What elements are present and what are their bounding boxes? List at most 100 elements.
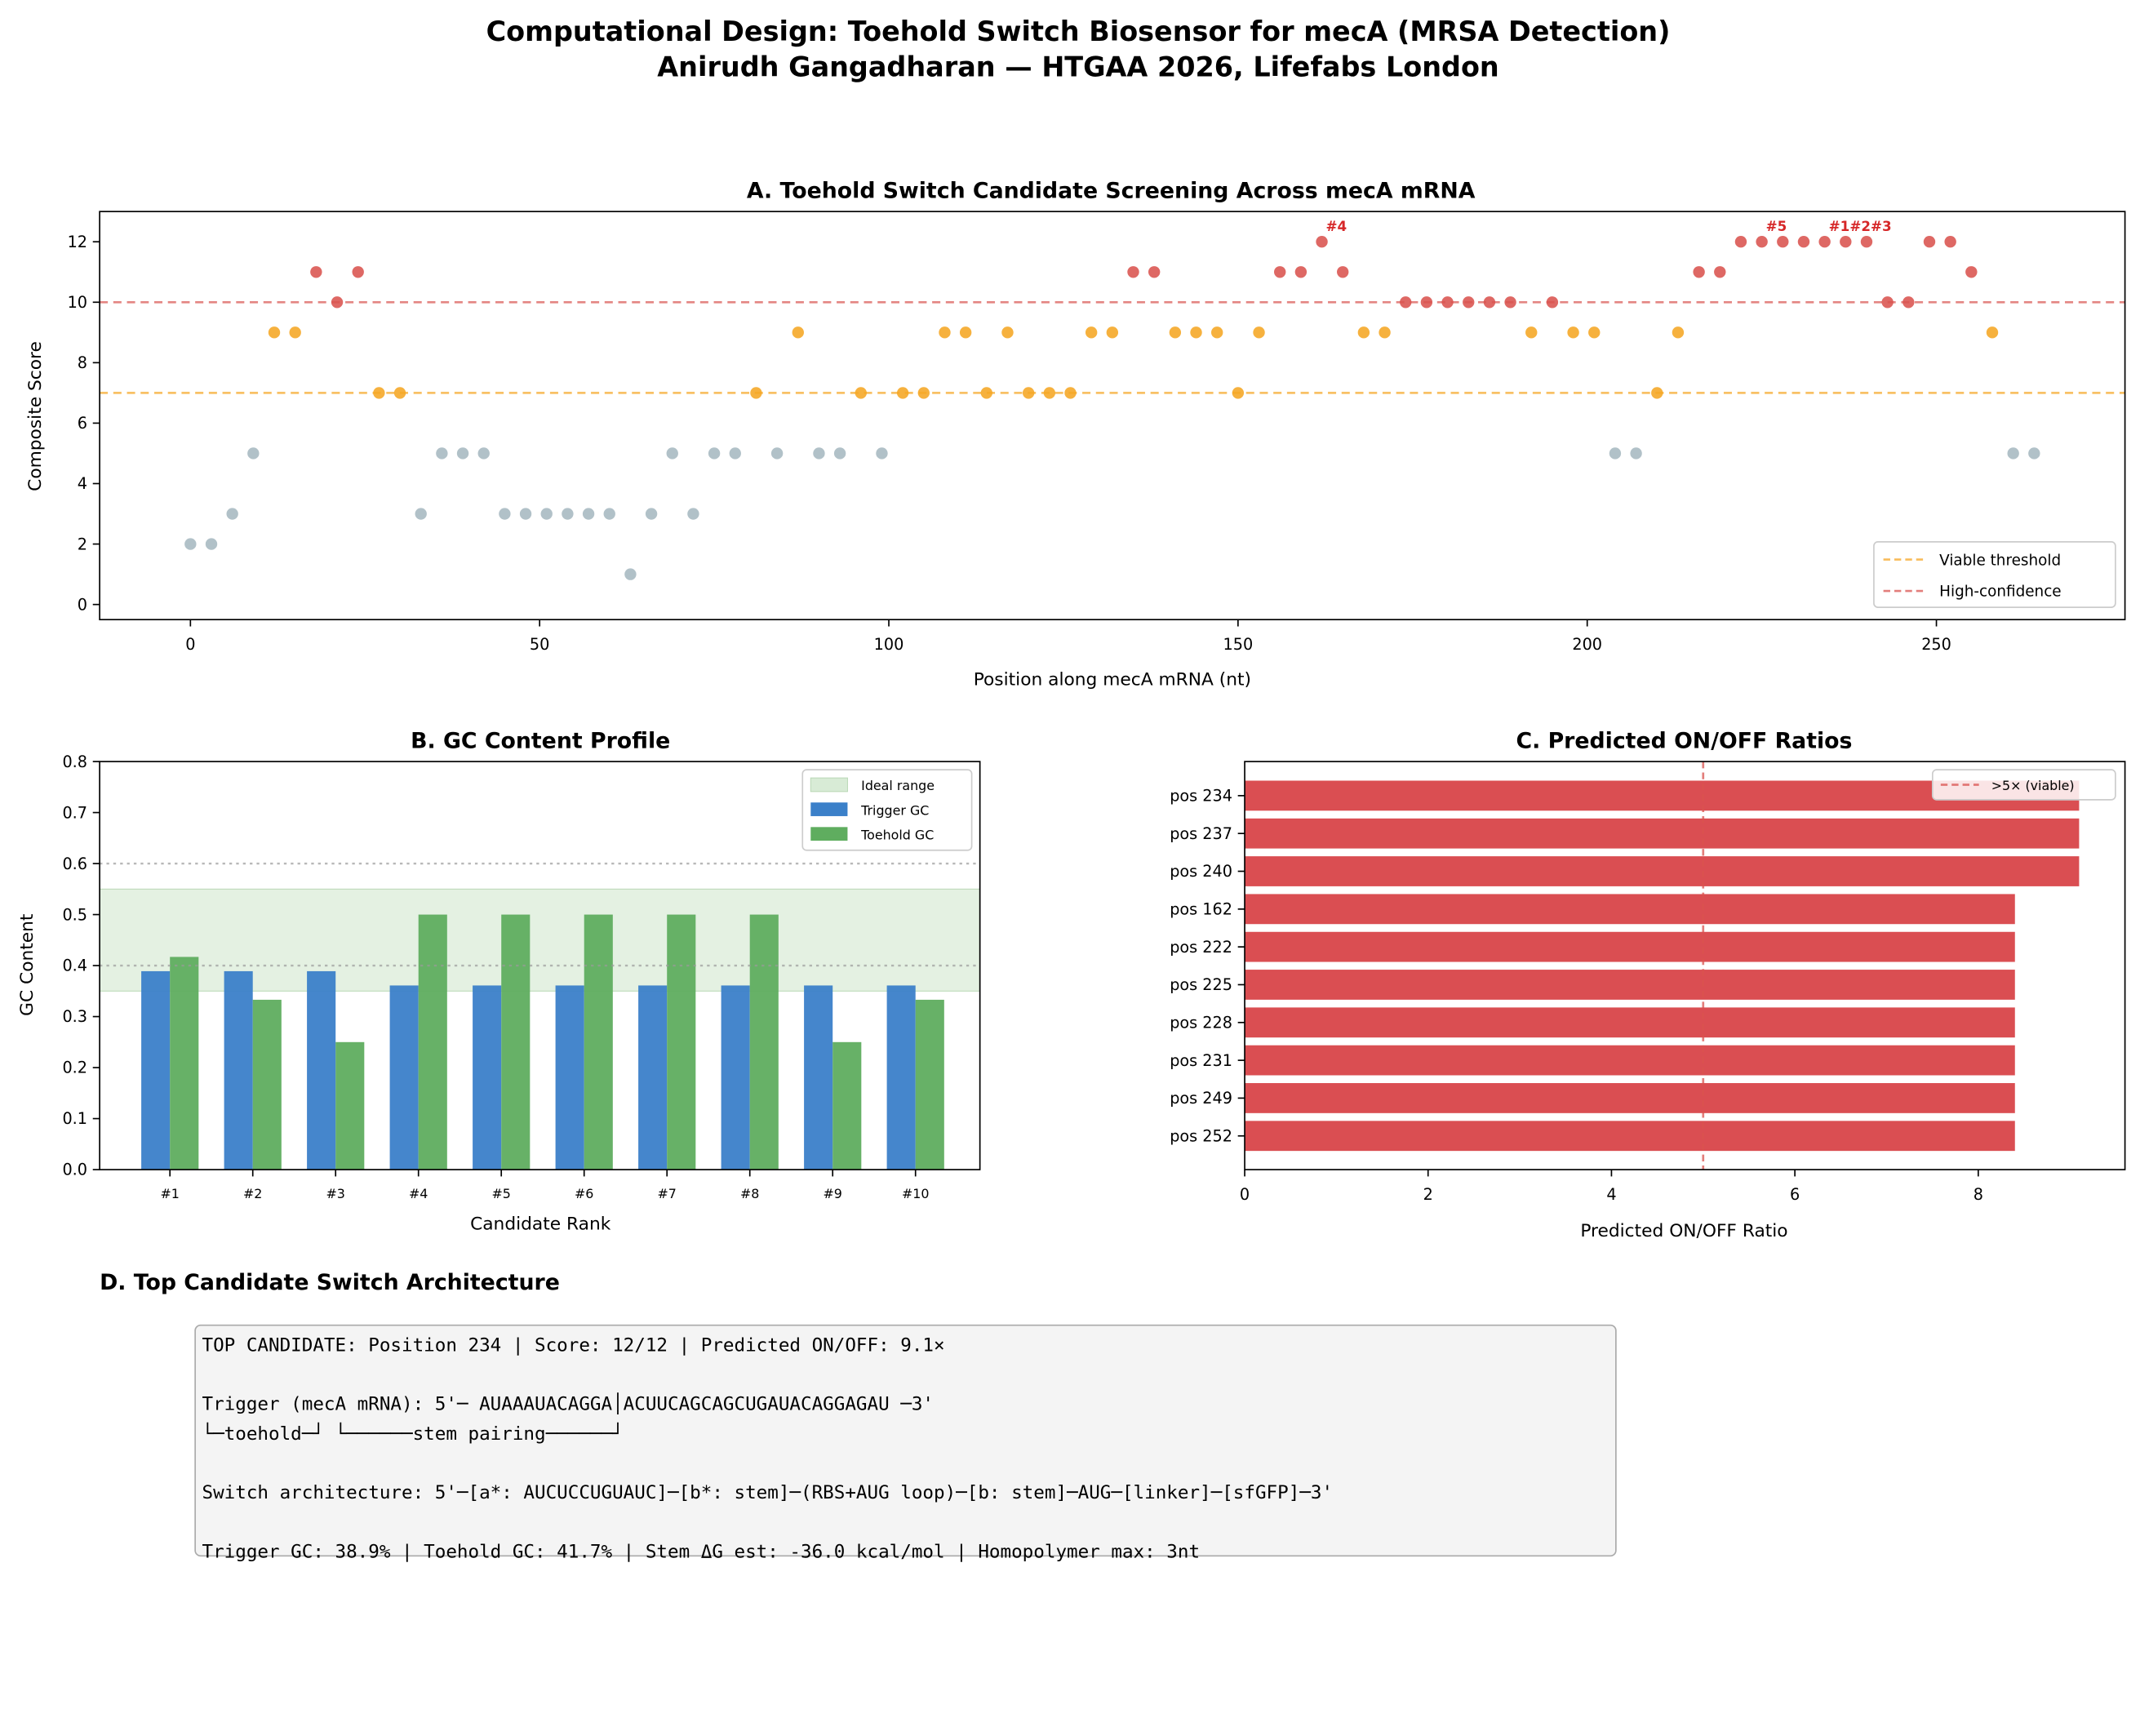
- scatter-point: [1085, 326, 1098, 339]
- y-tick-label: pos 234: [1170, 787, 1232, 806]
- scatter-point: [1777, 236, 1789, 248]
- x-tick-label: 250: [1921, 635, 1951, 654]
- legend-trigger-gc: Trigger GC: [860, 802, 929, 818]
- scatter-point: [331, 296, 344, 309]
- y-tick-label: 0.1: [62, 1109, 87, 1128]
- toehold-gc-bar: [915, 999, 944, 1170]
- y-tick-label: 6: [78, 414, 87, 433]
- architecture-textbox: [194, 1324, 1617, 1557]
- y-tick-label: 0.7: [62, 803, 87, 822]
- toehold-gc-bar: [501, 914, 531, 1170]
- scatter-point: [1923, 236, 1936, 248]
- onoff-bar: [1245, 894, 2015, 925]
- trigger-gc-bar: [389, 985, 419, 1170]
- x-tick-label: 0: [185, 635, 195, 654]
- figure-title-line1: Computational Design: Toehold Switch Bio…: [486, 16, 1671, 47]
- onoff-bar: [1245, 1121, 2015, 1152]
- legend-high-confidence: High-confidence: [1939, 584, 2061, 601]
- scatter-point: [184, 538, 197, 550]
- panel-a-frame: [99, 211, 2126, 621]
- trigger-gc-bar: [555, 985, 584, 1170]
- scatter-point: [1965, 266, 1978, 278]
- scatter-point: [1630, 447, 1642, 460]
- scatter-point: [1463, 296, 1475, 309]
- scatter-point: [519, 508, 532, 520]
- y-tick-label: pos 162: [1170, 900, 1232, 919]
- scatter-point: [1944, 236, 1956, 248]
- scatter-point: [1316, 236, 1328, 248]
- scatter-point: [562, 508, 574, 520]
- panel-c-horizontal-bar-chart: C. Predicted ON/OFF Ratios 0 2 4 6 8 pos 234…: [1170, 728, 2126, 1241]
- scatter-point: [876, 447, 888, 460]
- scatter-point: [436, 447, 448, 460]
- scatter-point: [1232, 387, 1245, 399]
- y-tick-label: 0.4: [62, 957, 87, 975]
- panel-b-xlabel: Candidate Rank: [470, 1214, 611, 1235]
- scatter-point: [540, 508, 553, 520]
- scatter-point: [226, 508, 238, 520]
- scatter-point: [1169, 326, 1182, 339]
- scatter-point: [1567, 326, 1579, 339]
- panel-d-title: D. Top Candidate Switch Architecture: [100, 1270, 560, 1295]
- scatter-point: [268, 326, 281, 339]
- scatter-point: [1651, 387, 1663, 399]
- architecture-line: └─toehold─┘ └──────stem pairing──────┘: [202, 1422, 624, 1445]
- y-tick-label: 0.0: [62, 1161, 87, 1179]
- x-tick-label: #10: [902, 1186, 930, 1201]
- legend-ideal-range: Ideal range: [861, 778, 935, 793]
- y-tick-label: 8: [78, 353, 87, 372]
- y-tick-label: 0.8: [62, 753, 87, 771]
- scatter-point: [1148, 266, 1161, 278]
- scatter-point: [687, 508, 699, 520]
- scatter-point: [980, 387, 993, 399]
- scatter-point: [1420, 296, 1433, 309]
- scatter-point: [750, 387, 762, 399]
- trigger-gc-bar: [886, 985, 916, 1170]
- panel-b-title: B. GC Content Profile: [411, 728, 670, 753]
- y-tick-label: pos 252: [1170, 1126, 1232, 1145]
- y-tick-label: pos 222: [1170, 938, 1232, 957]
- scatter-point: [1043, 387, 1056, 399]
- scatter-point: [813, 447, 825, 460]
- scatter-point: [939, 326, 951, 339]
- onoff-bar: [1245, 1045, 2015, 1076]
- toehold-gc-bar: [584, 914, 613, 1170]
- y-tick-label: 4: [78, 474, 87, 493]
- y-tick-label: pos 225: [1170, 975, 1232, 994]
- scatter-point: [1274, 266, 1286, 278]
- toehold-gc-bar: [252, 999, 282, 1170]
- scatter-point: [1525, 326, 1538, 339]
- scatter-point: [310, 266, 322, 278]
- trigger-gc-bar: [638, 985, 668, 1170]
- x-tick-label: 6: [1790, 1185, 1800, 1204]
- architecture-line: TOP CANDIDATE: Position 234 | Score: 12/…: [202, 1334, 945, 1356]
- scatter-point: [896, 387, 909, 399]
- x-tick-label: #9: [824, 1186, 842, 1201]
- scatter-point: [1840, 236, 1852, 248]
- candidate-annotation: #1: [1829, 218, 1850, 234]
- scatter-point: [1294, 266, 1308, 278]
- y-tick-label: 12: [68, 233, 87, 251]
- y-tick-label: 0.2: [62, 1059, 87, 1077]
- x-tick-label: #6: [575, 1186, 593, 1201]
- scatter-point: [1001, 326, 1014, 339]
- scatter-point: [1106, 326, 1119, 339]
- x-tick-label: 0: [1240, 1185, 1250, 1204]
- scatter-point: [1064, 387, 1077, 399]
- toehold-gc-bar: [832, 1041, 862, 1170]
- trigger-gc-bar: [141, 970, 171, 1170]
- scatter-point: [1546, 296, 1559, 309]
- panel-a-ylabel: Composite Score: [25, 341, 46, 491]
- scatter-point: [603, 508, 615, 520]
- x-tick-label: #1: [161, 1186, 180, 1201]
- y-tick-label: pos 240: [1170, 862, 1232, 881]
- trigger-gc-bar: [721, 985, 750, 1170]
- panel-a-scatter: A. Toehold Switch Candidate Screening Ac…: [25, 178, 2126, 690]
- candidate-annotation: #2: [1849, 218, 1871, 234]
- scatter-point: [1756, 236, 1768, 248]
- scatter-point: [1714, 266, 1726, 278]
- scatter-point: [1818, 236, 1831, 248]
- scatter-point: [1609, 447, 1622, 460]
- panel-b-bar-chart: B. GC Content Profile #1 #2 #3 #4 #5 #6 #7 #8 #9…: [17, 728, 981, 1235]
